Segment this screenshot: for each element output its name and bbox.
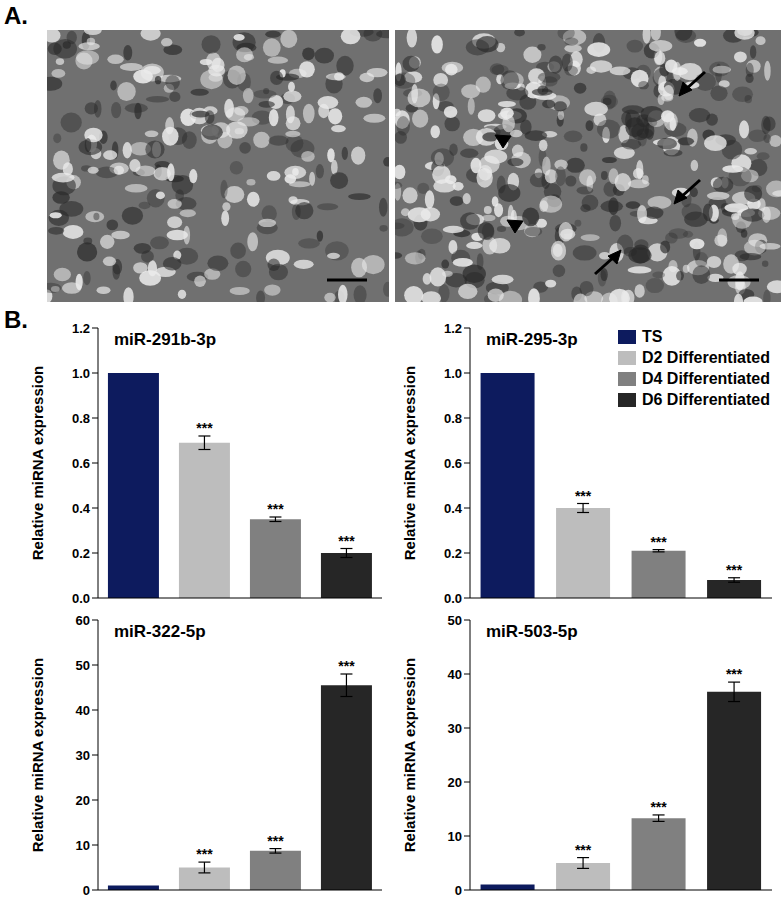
svg-text:0.2: 0.2 [72, 546, 90, 561]
svg-text:50: 50 [76, 658, 90, 673]
svg-text:***: *** [196, 846, 213, 862]
svg-text:***: *** [726, 666, 743, 682]
svg-text:1.2: 1.2 [72, 321, 90, 336]
svg-text:40: 40 [76, 703, 90, 718]
svg-text:30: 30 [448, 721, 462, 736]
svg-text:***: *** [267, 833, 284, 849]
svg-text:Relative miRNA expression: Relative miRNA expression [29, 366, 46, 561]
svg-text:Relative miRNA expression: Relative miRNA expression [401, 366, 418, 561]
svg-text:10: 10 [76, 838, 90, 853]
svg-text:40: 40 [448, 667, 462, 682]
svg-text:0: 0 [83, 883, 90, 898]
svg-text:***: *** [650, 799, 667, 815]
svg-text:***: *** [338, 533, 355, 549]
svg-text:1.0: 1.0 [444, 366, 462, 381]
svg-text:***: *** [338, 658, 355, 674]
html-text:D2 Differentiated: D2 Differentiated [642, 348, 770, 366]
svg-text:30: 30 [76, 748, 90, 763]
svg-text:0.0: 0.0 [444, 591, 462, 606]
svg-text:0: 0 [455, 883, 462, 898]
svg-text:Relative miRNA expression: Relative miRNA expression [401, 658, 418, 853]
svg-text:50: 50 [448, 613, 462, 628]
svg-text:60: 60 [76, 613, 90, 628]
svg-text:***: *** [196, 420, 213, 436]
html-text:miR-503-5p: miR-503-5p [486, 622, 578, 641]
svg-text:1.0: 1.0 [72, 366, 90, 381]
html-text:miR-291b-3p: miR-291b-3p [114, 330, 216, 349]
svg-text:0.4: 0.4 [444, 501, 463, 516]
svg-text:0.0: 0.0 [72, 591, 90, 606]
html-text:D6 Differentiated: D6 Differentiated [642, 390, 770, 408]
svg-text:0.8: 0.8 [72, 411, 90, 426]
html-text:A.: A. [4, 2, 28, 29]
svg-text:10: 10 [448, 829, 462, 844]
svg-text:***: *** [650, 534, 667, 550]
svg-text:0.6: 0.6 [444, 456, 462, 471]
svg-text:0.4: 0.4 [72, 501, 91, 516]
html-text:miR-322-5p: miR-322-5p [114, 622, 206, 641]
html-text:TS: TS [642, 327, 663, 345]
svg-text:0.6: 0.6 [72, 456, 90, 471]
svg-text:Relative miRNA expression: Relative miRNA expression [29, 658, 46, 853]
svg-text:***: *** [575, 842, 592, 858]
svg-text:1.2: 1.2 [444, 321, 462, 336]
svg-text:0.8: 0.8 [444, 411, 462, 426]
html-text:miR-295-3p: miR-295-3p [486, 330, 578, 349]
svg-text:***: *** [575, 488, 592, 504]
svg-text:0.2: 0.2 [444, 546, 462, 561]
svg-text:20: 20 [448, 775, 462, 790]
svg-text:20: 20 [76, 793, 90, 808]
svg-text:***: *** [726, 562, 743, 578]
html-text:B.: B. [4, 306, 28, 333]
html-text:D4 Differentiated: D4 Differentiated [642, 369, 770, 387]
svg-text:***: *** [267, 501, 284, 517]
